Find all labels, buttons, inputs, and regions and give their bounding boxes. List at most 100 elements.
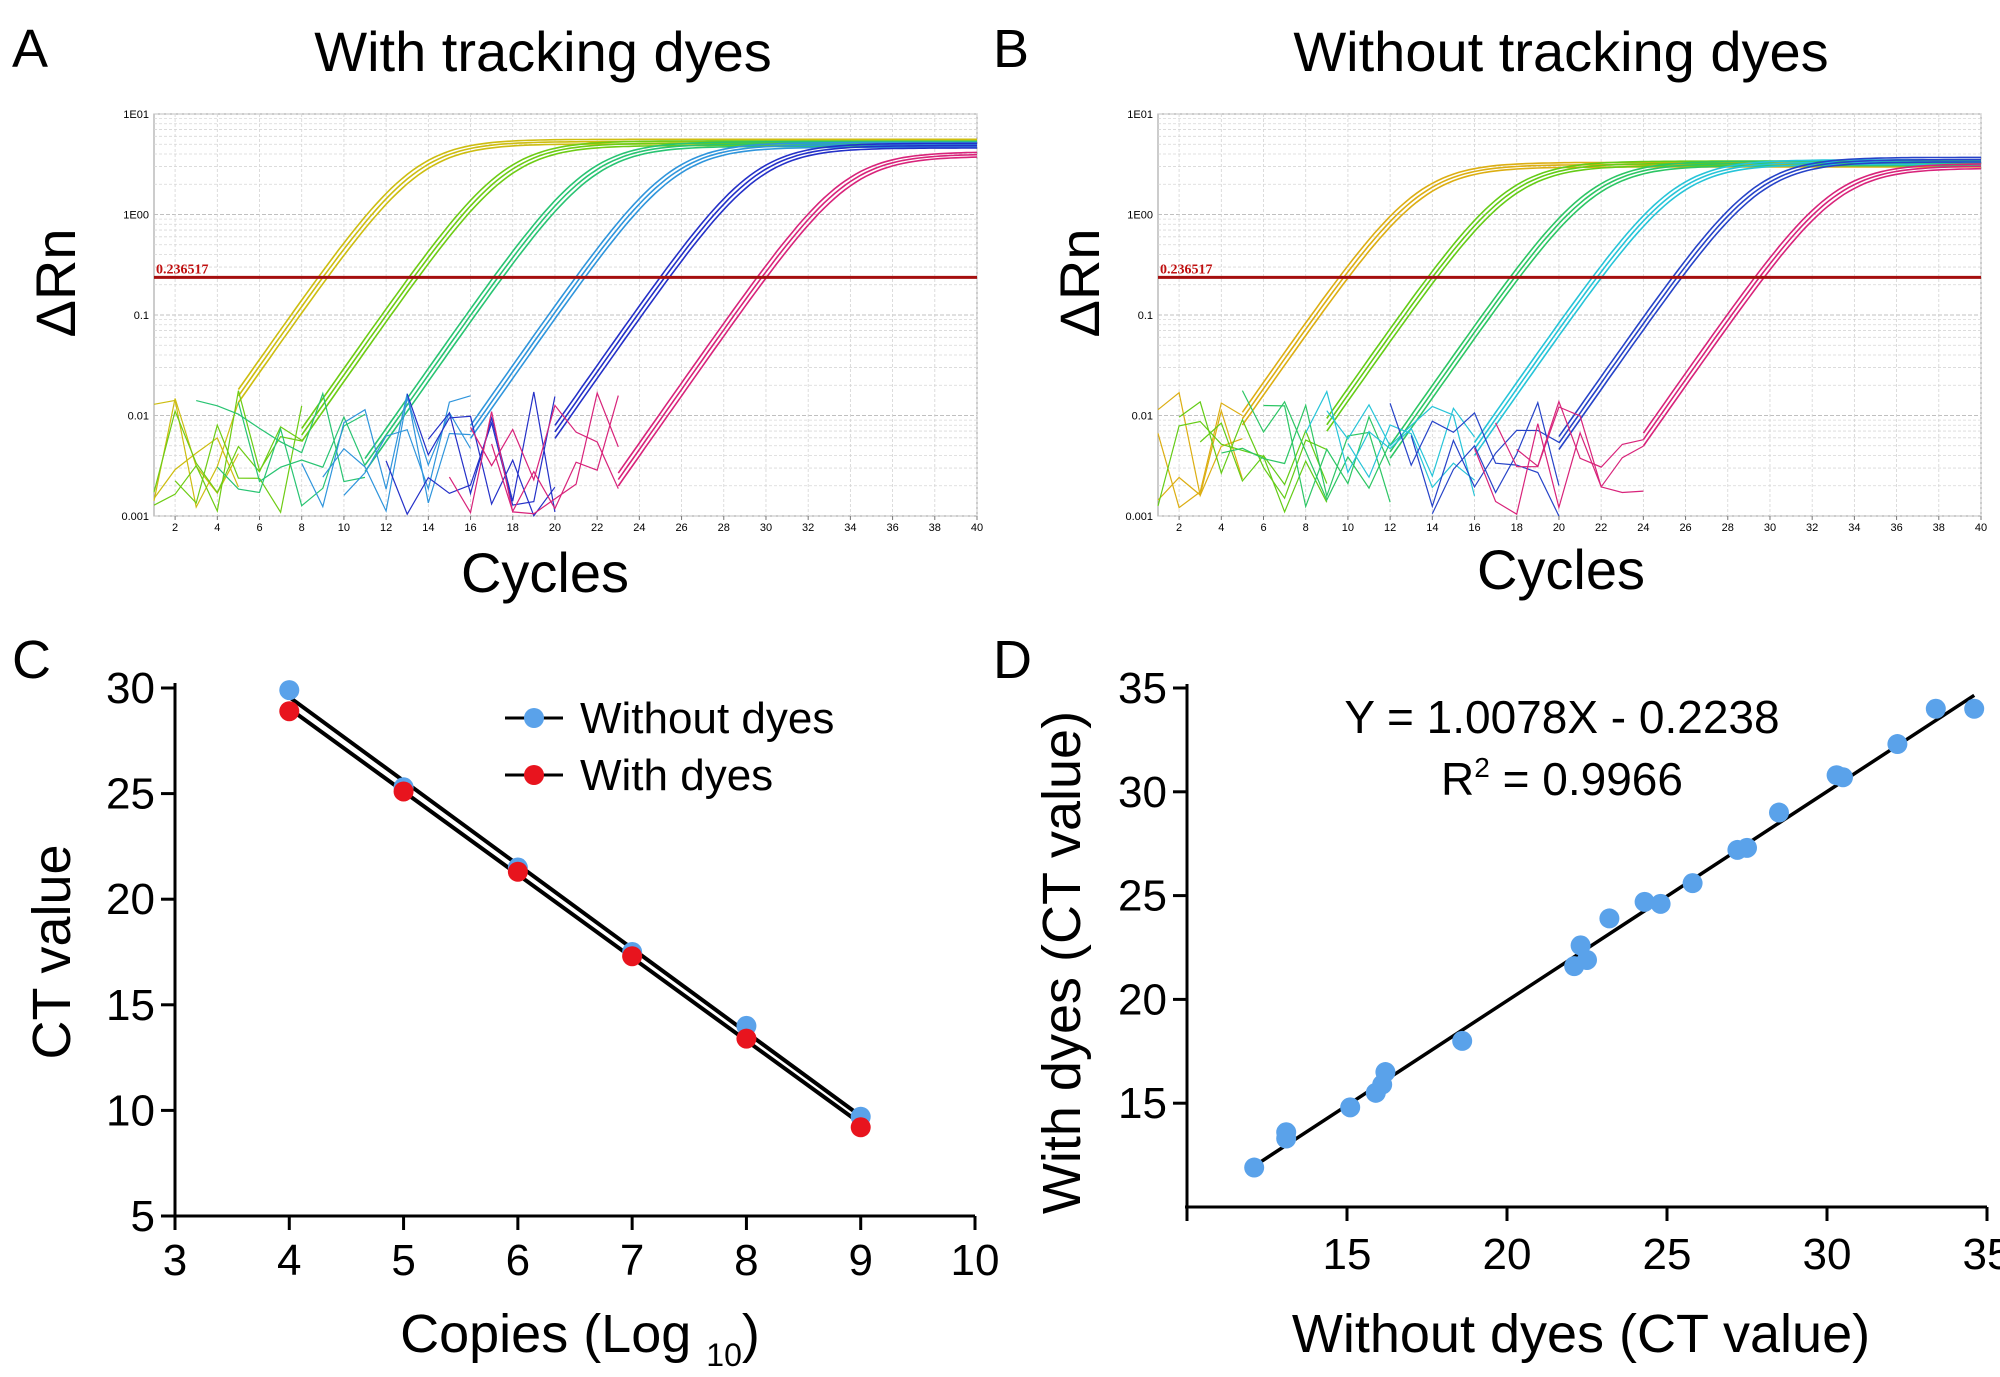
x-tick-label: 5 bbox=[391, 1236, 415, 1285]
amplification-curve bbox=[617, 153, 978, 481]
x-tick-label: 28 bbox=[718, 522, 730, 534]
x-tick-label: 6 bbox=[1260, 522, 1266, 534]
y-tick-label: 0.001 bbox=[1125, 511, 1153, 523]
amplification-curve bbox=[469, 146, 977, 439]
data-point bbox=[1340, 1097, 1361, 1118]
x-tick-label: 26 bbox=[675, 522, 687, 534]
baseline-noise bbox=[385, 396, 556, 516]
data-point bbox=[1682, 873, 1703, 894]
x-tick-label: 18 bbox=[507, 522, 519, 534]
amplification-curve bbox=[1558, 158, 1981, 444]
baseline-noise bbox=[1157, 402, 1243, 509]
y-tick-label: 30 bbox=[1118, 768, 1167, 817]
baseline-noise bbox=[174, 405, 303, 514]
x-tick-label: 16 bbox=[1468, 522, 1480, 534]
panel-b-title: Without tracking dyes bbox=[1293, 20, 1828, 83]
x-tick-label: 8 bbox=[734, 1236, 758, 1285]
data-point bbox=[850, 1117, 871, 1138]
regression-equation: Y = 1.0078X - 0.2238 bbox=[1344, 691, 1779, 743]
x-tick-label: 6 bbox=[256, 522, 262, 534]
x-tick-label: 35 bbox=[1963, 1230, 2000, 1279]
r-squared-label: R2 = 0.9966 bbox=[1441, 752, 1683, 805]
amplification-curve bbox=[554, 142, 977, 426]
panel-c-standard-curve: 3 4 5 6 7 8 9 10 5 10 15 20 25 30 CT value Copies (Log … bbox=[22, 664, 999, 1373]
data-point bbox=[507, 861, 528, 882]
baseline-noise bbox=[322, 397, 472, 513]
y-tick-label: 0.01 bbox=[128, 411, 149, 423]
baseline-noise bbox=[343, 395, 471, 496]
r-squared-r: R bbox=[1441, 753, 1474, 805]
panel-a-xlabel: Cycles bbox=[461, 541, 629, 604]
threshold-label: 0.236517 bbox=[156, 262, 209, 277]
baseline-noise bbox=[1495, 406, 1644, 494]
data-point bbox=[1577, 949, 1597, 970]
x-tick-label: 7 bbox=[620, 1236, 644, 1285]
amplification-curve bbox=[617, 151, 978, 474]
x-tick-label: 9 bbox=[848, 1236, 872, 1285]
x-tick-label: 3 bbox=[163, 1236, 187, 1285]
x-tick-label: 10 bbox=[951, 1236, 1000, 1285]
baseline-noise bbox=[448, 390, 619, 515]
panel-letter-d: D bbox=[993, 630, 1032, 690]
x-tick-label: 14 bbox=[422, 522, 434, 534]
amplification-curve bbox=[469, 144, 977, 433]
y-tick-label: 1E01 bbox=[1127, 109, 1153, 121]
regression-line bbox=[288, 706, 862, 1126]
data-point bbox=[1887, 734, 1908, 755]
amplification-curve bbox=[237, 138, 977, 390]
data-point bbox=[1650, 893, 1671, 914]
amplification-curve bbox=[1473, 163, 1981, 456]
x-axis-label: Copies (Log 10) bbox=[400, 1304, 760, 1373]
y-axis-label: With dyes (CT value) bbox=[1032, 711, 1092, 1214]
y-tick-label: 20 bbox=[1118, 975, 1167, 1024]
x-tick-label: 2 bbox=[1176, 522, 1182, 534]
y-tick-label: 15 bbox=[1118, 1079, 1167, 1128]
panel-b-amplification-plot: 2 4 6 8 10 12 14 16 18 20 22 24 26 28 30 32 34 36 38 401E01… bbox=[1125, 109, 1987, 534]
y-tick-label: 1E01 bbox=[123, 109, 149, 121]
data-point bbox=[1375, 1062, 1396, 1083]
x-tick-label: 12 bbox=[380, 522, 392, 534]
y-axis-label: CT value bbox=[22, 844, 82, 1059]
baseline-noise bbox=[1431, 400, 1560, 515]
legend-label: Without dyes bbox=[580, 694, 834, 743]
x-tick-label: 24 bbox=[633, 522, 645, 534]
y-tick-label: 1E00 bbox=[123, 210, 149, 222]
x-tick-label: 28 bbox=[1722, 522, 1734, 534]
x-tick-label: 20 bbox=[1553, 522, 1565, 534]
amplification-curve bbox=[1558, 161, 1981, 450]
amplification-curve bbox=[469, 141, 977, 426]
data-point bbox=[1599, 908, 1620, 929]
x-tick-label: 4 bbox=[214, 522, 220, 534]
x-tick-label: 40 bbox=[971, 522, 983, 534]
baseline-noise bbox=[427, 391, 556, 513]
baseline-noise bbox=[1199, 422, 1328, 486]
y-tick-label: 0.001 bbox=[121, 511, 149, 523]
x-axis-label-main: Copies (Log bbox=[400, 1304, 706, 1364]
threshold-label: 0.236517 bbox=[1160, 262, 1213, 277]
legend-marker bbox=[524, 708, 544, 728]
panel-letter-b: B bbox=[993, 19, 1029, 79]
x-tick-label: 22 bbox=[1595, 522, 1607, 534]
x-tick-label: 16 bbox=[464, 522, 476, 534]
x-tick-label: 38 bbox=[929, 522, 941, 534]
amplification-curve bbox=[364, 140, 977, 460]
data-point bbox=[1244, 1157, 1265, 1178]
x-tick-label: 14 bbox=[1426, 522, 1438, 534]
baseline-noise bbox=[237, 402, 366, 483]
amplification-curve bbox=[617, 156, 978, 487]
x-tick-label: 36 bbox=[1890, 522, 1902, 534]
data-point bbox=[622, 946, 643, 967]
x-tick-label: 40 bbox=[1975, 522, 1987, 534]
data-point bbox=[736, 1028, 757, 1049]
y-tick-label: 0.1 bbox=[134, 310, 149, 322]
x-tick-label: 10 bbox=[1342, 522, 1354, 534]
baseline-noise bbox=[1473, 423, 1644, 516]
y-tick-label: 35 bbox=[1118, 664, 1167, 713]
y-tick-label: 25 bbox=[1118, 872, 1167, 921]
r-squared-value: = 0.9966 bbox=[1490, 753, 1683, 805]
baseline-noise bbox=[1347, 424, 1475, 489]
data-point bbox=[1452, 1030, 1473, 1051]
baseline-noise bbox=[153, 399, 239, 509]
x-tick-label: 30 bbox=[1764, 522, 1776, 534]
